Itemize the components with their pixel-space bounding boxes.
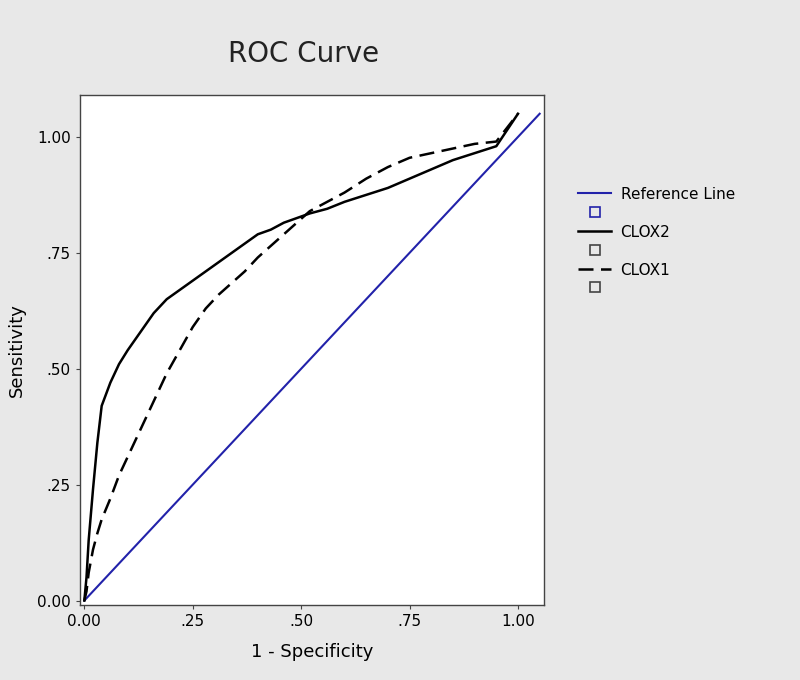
X-axis label: 1 - Specificity: 1 - Specificity xyxy=(251,643,373,661)
Text: ROC Curve: ROC Curve xyxy=(229,40,379,68)
Y-axis label: Sensitivity: Sensitivity xyxy=(8,303,26,397)
Legend: Reference Line, , CLOX2, , CLOX1, : Reference Line, , CLOX2, , CLOX1, xyxy=(570,180,742,304)
